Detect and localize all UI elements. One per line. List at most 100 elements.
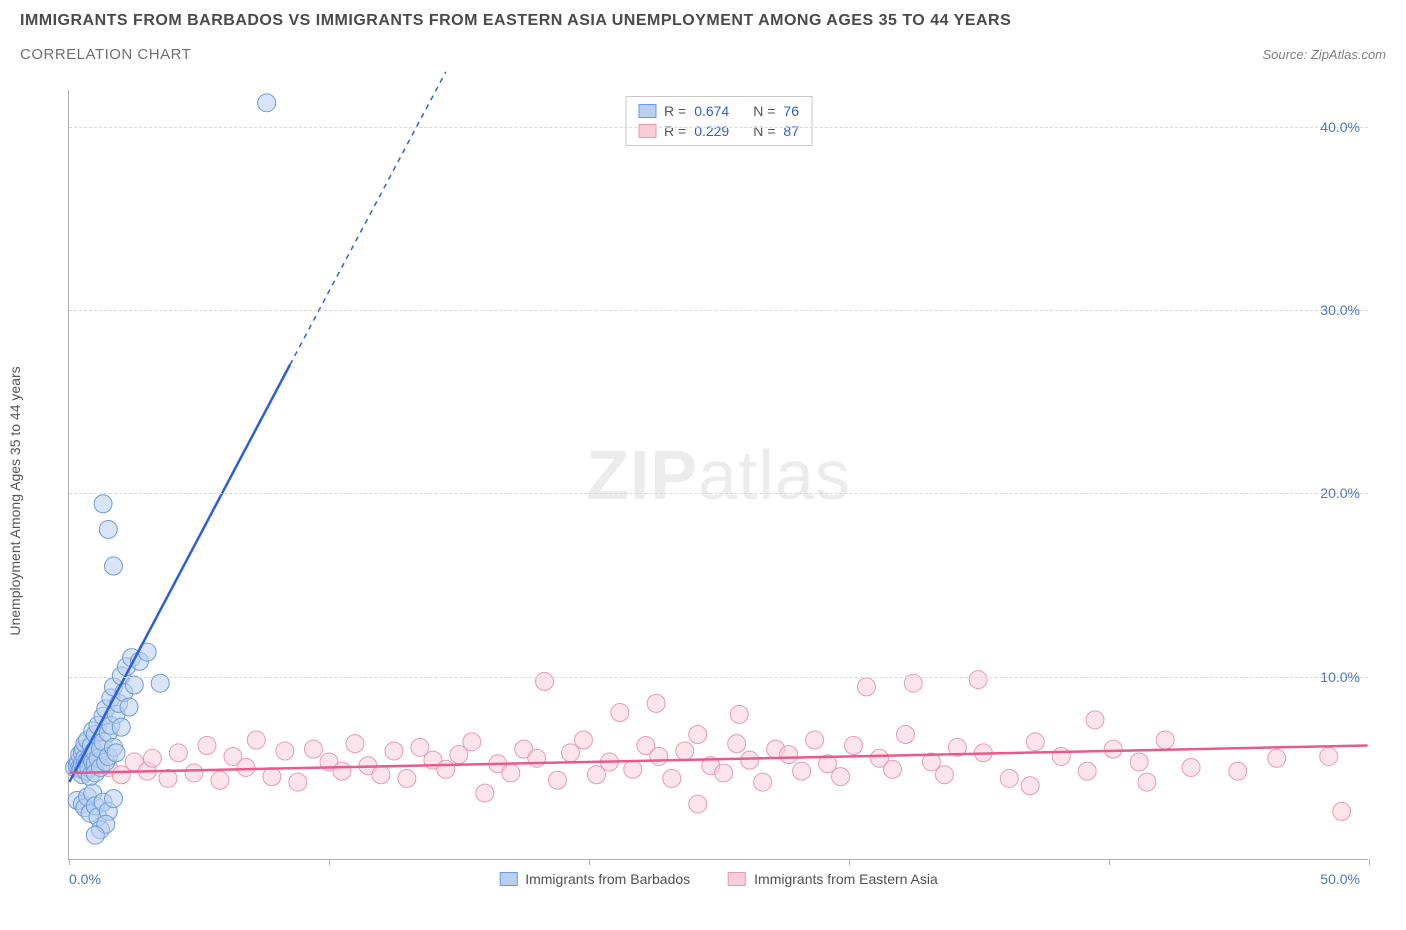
data-point [476,784,494,802]
data-point [1229,762,1247,780]
n-label: N = [753,103,775,119]
data-point [663,769,681,787]
n-value-1: 76 [783,103,799,119]
data-point [793,762,811,780]
legend-label-1: Immigrants from Barbados [525,871,690,887]
x-tick [589,859,590,865]
x-tick [69,859,70,865]
data-point [143,749,161,767]
data-point [676,742,694,760]
data-point [935,766,953,784]
data-point [1138,773,1156,791]
data-point [574,731,592,749]
data-point [99,520,117,538]
data-point [398,769,416,787]
data-point [112,718,130,736]
series-legend: Immigrants from Barbados Immigrants from… [499,871,938,887]
data-point [463,733,481,751]
header: IMMIGRANTS FROM BARBADOS VS IMMIGRANTS F… [0,0,1406,67]
data-point [372,766,390,784]
n-label: N = [753,123,775,139]
data-point [104,557,122,575]
y-tick-label: 10.0% [1320,669,1360,685]
x-tick [849,859,850,865]
data-point [845,736,863,754]
chart-title: IMMIGRANTS FROM BARBADOS VS IMMIGRANTS F… [20,12,1386,30]
data-point [169,744,187,762]
data-point [1333,802,1351,820]
data-point [185,764,203,782]
trend-line-extrapolated [290,72,446,365]
x-tick-label-max: 50.0% [1320,871,1360,887]
data-point [896,726,914,744]
data-point [104,790,122,808]
data-point [754,773,772,791]
data-point [333,762,351,780]
data-point [1320,747,1338,765]
data-point [289,773,307,791]
data-point [549,771,567,789]
legend-item-1: Immigrants from Barbados [499,871,690,887]
y-tick-label: 40.0% [1320,119,1360,135]
data-point [969,671,987,689]
data-point [304,740,322,758]
data-point [689,726,707,744]
data-point [437,760,455,778]
y-tick-label: 20.0% [1320,485,1360,501]
data-point [624,760,642,778]
r-label: R = [664,103,686,119]
data-point [832,768,850,786]
scatter-svg [69,90,1368,859]
legend-row-series-1: R = 0.674 N = 76 [634,101,803,121]
x-tick-label-min: 0.0% [69,871,101,887]
data-point [536,672,554,690]
plot-area: ZIPatlas R = 0.674 N = 76 R = 0.229 N = … [68,90,1368,860]
data-point [883,760,901,778]
data-point [858,678,876,696]
source-attribution: Source: ZipAtlas.com [1262,47,1386,62]
data-point [1104,740,1122,758]
data-point [385,742,403,760]
data-point [1052,747,1070,765]
x-tick [1109,859,1110,865]
data-point [258,94,276,112]
data-point [107,744,125,762]
swatch-series-1 [499,872,517,886]
gridline [69,127,1368,128]
data-point [86,826,104,844]
swatch-series-2 [728,872,746,886]
data-point [125,676,143,694]
legend-item-2: Immigrants from Eastern Asia [728,871,938,887]
x-tick [1369,859,1370,865]
n-value-2: 87 [783,123,799,139]
data-point [611,704,629,722]
data-point [211,771,229,789]
correlation-legend: R = 0.674 N = 76 R = 0.229 N = 87 [625,96,812,146]
data-point [806,731,824,749]
data-point [780,746,798,764]
data-point [730,705,748,723]
gridline [69,677,1368,678]
chart-container: Unemployment Among Ages 35 to 44 years Z… [20,90,1386,895]
legend-label-2: Immigrants from Eastern Asia [754,871,938,887]
data-point [94,495,112,513]
data-point [741,751,759,769]
trend-line [69,365,290,782]
r-value-1: 0.674 [694,103,729,119]
data-point [1021,777,1039,795]
swatch-series-1 [638,104,656,118]
gridline [69,310,1368,311]
data-point [276,742,294,760]
data-point [650,747,668,765]
data-point [1156,731,1174,749]
data-point [263,768,281,786]
data-point [1182,758,1200,776]
subtitle-row: CORRELATION CHART Source: ZipAtlas.com [20,46,1386,63]
data-point [1086,711,1104,729]
data-point [728,735,746,753]
data-point [689,795,707,813]
chart-subtitle: CORRELATION CHART [20,46,191,63]
data-point [1000,769,1018,787]
data-point [502,764,520,782]
data-point [1268,749,1286,767]
